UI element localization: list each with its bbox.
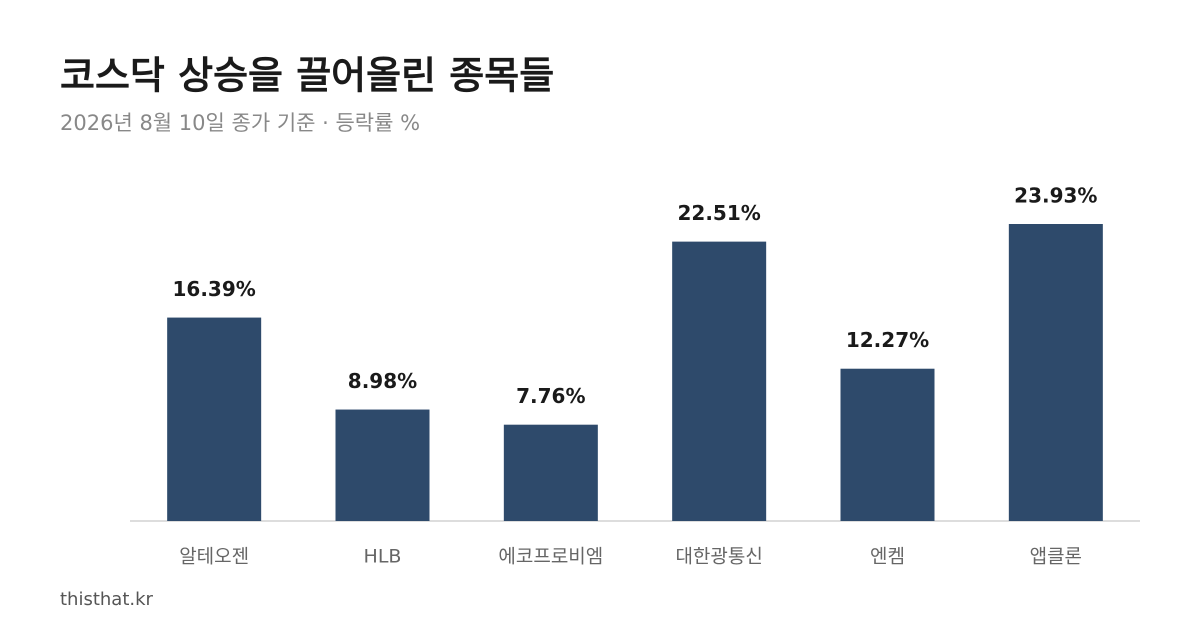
x-tick-label: 엔켐: [870, 546, 905, 568]
source: thisthat.kr: [60, 589, 154, 610]
bar: [167, 317, 262, 521]
x-tick-label: 에코프로비엠: [498, 546, 603, 568]
x-tick-label: 대한광통신: [675, 546, 762, 568]
x-tick-label: HLB: [364, 546, 402, 568]
value-label: 22.51%: [678, 201, 761, 225]
bar: [1008, 224, 1103, 521]
x-tick-label: 알테오젠: [179, 546, 249, 568]
bar: [503, 424, 598, 521]
value-label: 7.76%: [516, 384, 585, 408]
value-label: 23.93%: [1014, 184, 1097, 208]
x-tick-label: 앱클론: [1030, 546, 1082, 568]
value-label: 8.98%: [348, 369, 417, 393]
bar: [672, 241, 767, 521]
chart-title: 코스닥 상승을 끌어올린 종목들: [60, 54, 554, 98]
bar: [335, 409, 430, 521]
value-label: 12.27%: [846, 328, 929, 352]
bar: [840, 368, 935, 521]
value-label: 16.39%: [173, 277, 256, 301]
chart-subtitle: 2026년 8월 10일 종가 기준 · 등락률 %: [60, 111, 420, 135]
